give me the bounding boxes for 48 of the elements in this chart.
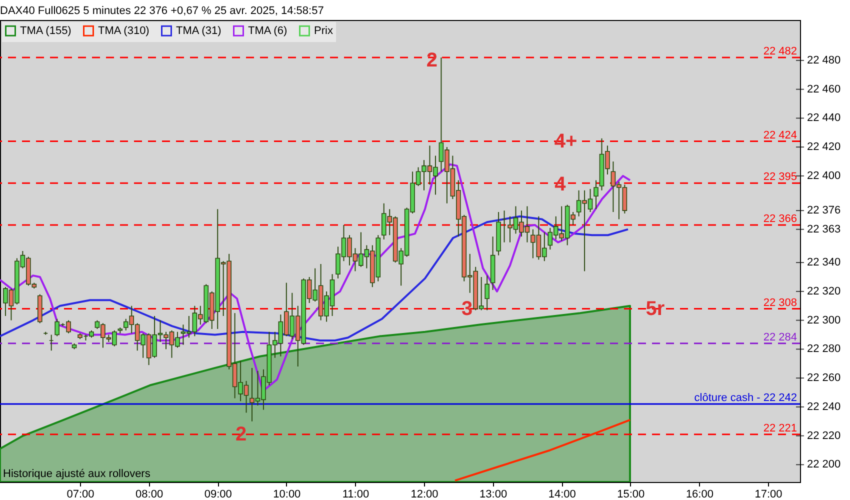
ref-line-label: 22 308 (763, 296, 797, 309)
legend-label: TMA (310) (98, 24, 150, 37)
y-tick-label: 22 200 (807, 458, 841, 471)
legend-label: TMA (6) (248, 24, 288, 37)
x-tick-label: 08:00 (136, 488, 164, 500)
y-tick-label: 22 376 (807, 204, 841, 217)
annotation: 3 (461, 298, 473, 320)
legend-label: TMA (31) (176, 24, 222, 37)
annotation: 5r (646, 298, 665, 320)
ref-line-label: 22 482 (763, 46, 797, 58)
x-tick-label: 10:00 (273, 488, 301, 500)
y-tick-label: 22 340 (807, 256, 841, 269)
annotation: 2 (235, 423, 247, 446)
x-tick-label: 11:00 (342, 488, 370, 500)
x-tick-label: 07:00 (66, 488, 94, 500)
x-tick-label: 15:00 (617, 488, 645, 500)
ref-line-label: 22 395 (763, 171, 797, 184)
y-tick-label: 22 363 (807, 223, 841, 236)
ref-line-label: 22 366 (763, 213, 797, 226)
line-series (454, 418, 631, 482)
y-tick-label: 22 480 (807, 54, 841, 66)
x-tick-label: 12:00 (410, 488, 438, 500)
y-tick-label: 22 240 (807, 400, 841, 413)
y-tick-label: 22 420 (807, 141, 841, 154)
y-tick-label: 22 300 (807, 314, 841, 326)
y-tick-label: 22 400 (807, 170, 841, 182)
x-tick-label: 09:00 (204, 488, 232, 500)
annotation: Historique ajusté aux rollovers (3, 468, 151, 480)
candlestick (594, 180, 598, 210)
y-tick-label: 22 460 (807, 83, 841, 96)
legend-label: TMA (155) (20, 24, 72, 37)
ref-line-label: clôture cash - 22 242 (694, 392, 797, 404)
x-tick-label: 16:00 (686, 488, 714, 500)
y-tick-label: 22 320 (807, 285, 841, 298)
ref-line-label: 22 284 (763, 331, 797, 344)
y-tick-label: 22 440 (807, 112, 841, 124)
x-tick-label: 13:00 (480, 488, 508, 500)
y-tick-label: 22 280 (807, 343, 841, 356)
y-tick-label: 22 220 (807, 430, 841, 442)
ref-line-label: 22 424 (763, 129, 797, 142)
y-tick-label: 22 260 (807, 372, 841, 384)
candlestick (484, 275, 490, 311)
line-series (0, 215, 629, 342)
ref-line-label: 22 221 (763, 422, 797, 434)
legend-label: Prix (314, 24, 334, 37)
x-tick-label: 17:00 (754, 488, 782, 500)
chart-title: DAX40 Full0625 5 minutes 22 376 +0,67 % 25 avr. 2025, 14:58:57 (0, 5, 324, 17)
x-tick-label: 14:00 (548, 488, 576, 500)
